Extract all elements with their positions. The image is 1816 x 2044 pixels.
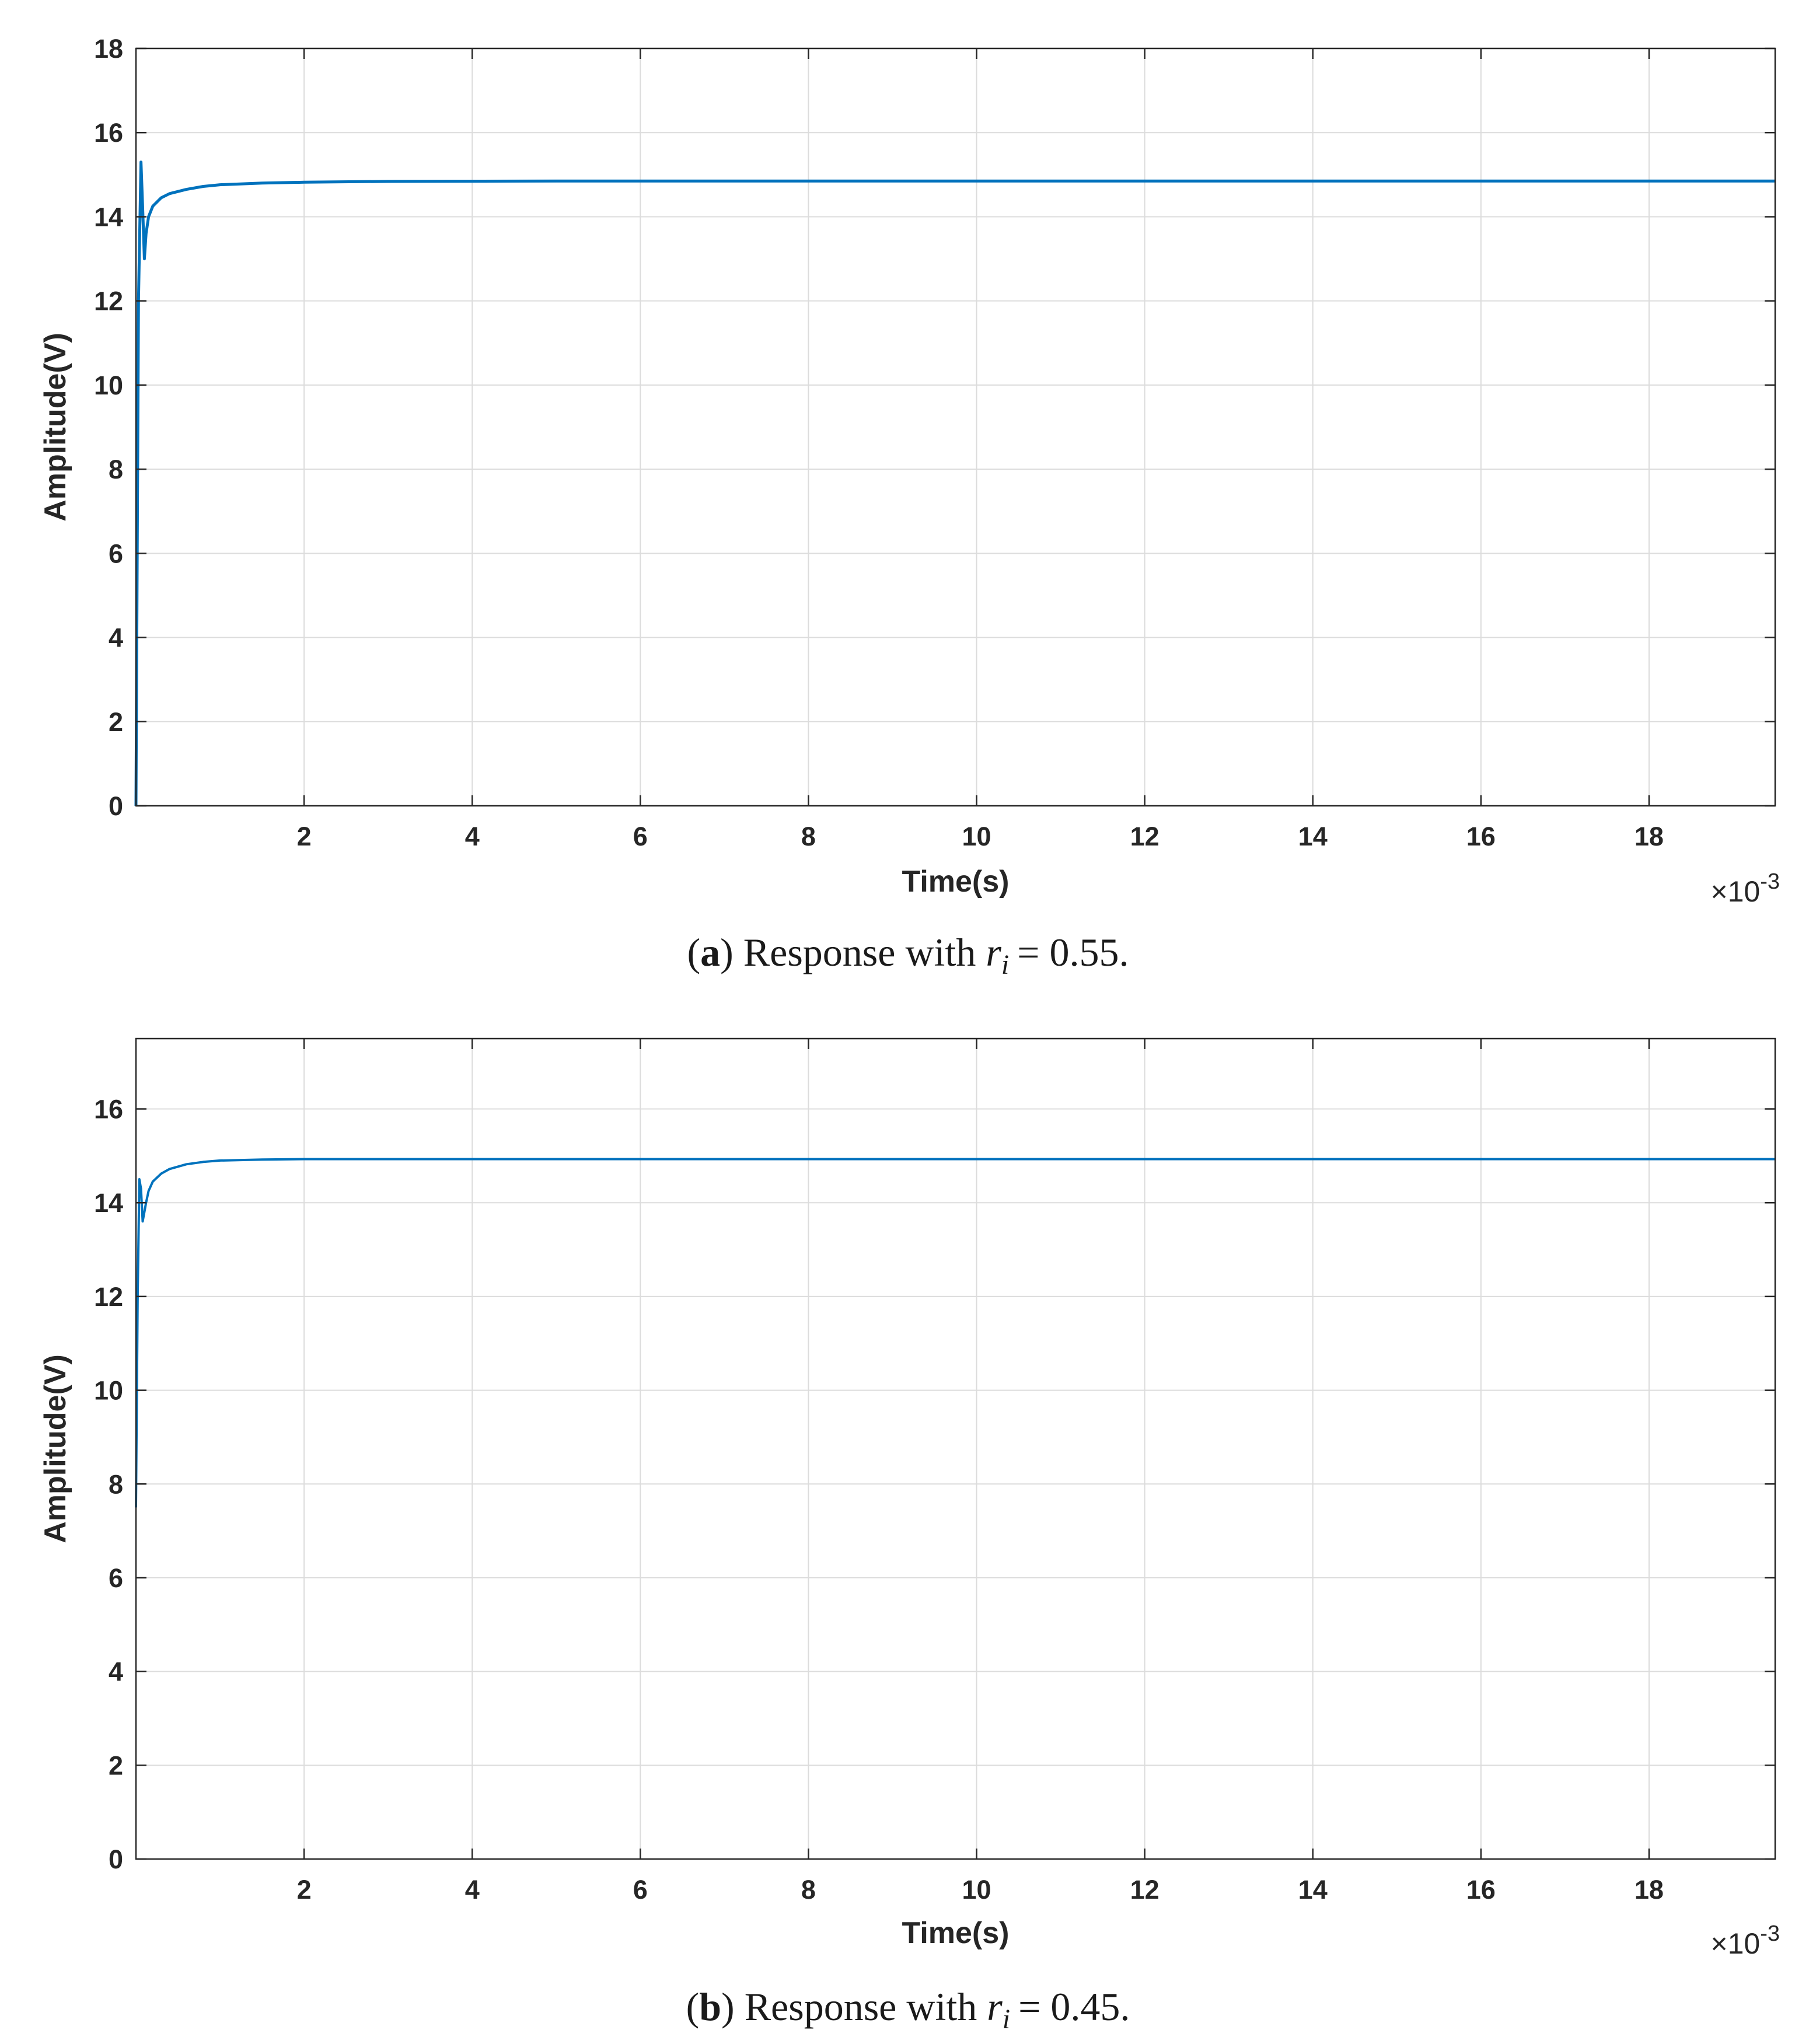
x-tick-label: 8 [801, 1875, 816, 1905]
y-tick-label: 10 [94, 1376, 123, 1406]
caption-letter: b [699, 1984, 721, 2029]
x-tick-label: 12 [1130, 822, 1160, 851]
y-tick-label: 2 [109, 1750, 123, 1780]
x-tick-label: 6 [633, 822, 648, 851]
tick-labels: 2 4 6 8 10 12 14 16 18 0 2 4 6 8 10 12 14 16 18 [94, 34, 1775, 851]
y-tick-label: 18 [94, 34, 123, 64]
y-tick-label: 0 [109, 791, 123, 821]
y-tick-label: 6 [109, 539, 123, 568]
x-tick-label: 12 [1130, 1875, 1160, 1905]
y-tick-label: 12 [94, 1282, 123, 1312]
y-axis-label: Amplitude(V) [39, 333, 72, 522]
series-line [135, 1158, 1775, 1508]
series-line [134, 160, 1775, 806]
tick-labels: 2 4 6 8 10 12 14 16 18 0 2 4 6 8 10 12 14 16 [94, 1039, 1775, 1905]
caption-subscript: i [1001, 949, 1009, 980]
x-tick-label: 18 [1635, 1875, 1664, 1905]
grid-lines [136, 1039, 1775, 1860]
caption-a: (a) Response with ri = 0.55. [687, 930, 1129, 980]
chart-panel-a: 2 4 6 8 10 12 14 16 18 0 2 4 6 8 10 12 14 16 18 Time(s) Am… [39, 34, 1780, 980]
caption-value: = 0.45. [1018, 1984, 1130, 2029]
x-tick-label: 8 [801, 822, 816, 851]
y-tick-label: 4 [109, 623, 123, 653]
x-tick-label: 18 [1635, 822, 1664, 851]
y-tick-label: 2 [109, 707, 123, 737]
caption-value: = 0.55. [1017, 930, 1129, 974]
plot-frame [135, 1037, 1776, 1860]
caption-subscript: i [1003, 2004, 1010, 2035]
y-tick-label: 0 [109, 1844, 123, 1874]
x-exponent-power: -3 [1760, 1921, 1780, 1946]
caption-letter: a [700, 930, 720, 974]
x-exponent-label: ×10-3 [1710, 869, 1780, 908]
grid-lines [136, 48, 1775, 806]
y-tick-label: 16 [94, 1095, 123, 1124]
y-tick-label: 8 [109, 1469, 123, 1499]
x-tick-label: 14 [1298, 1875, 1328, 1905]
y-tick-label: 12 [94, 286, 123, 316]
chart-panel-b: 2 4 6 8 10 12 14 16 18 0 2 4 6 8 10 12 14 16 Time(s) Ampl… [39, 1037, 1780, 2035]
y-axis-label: Amplitude(V) [39, 1354, 72, 1543]
x-exponent-power: -3 [1760, 869, 1780, 894]
caption-variable: r [986, 930, 1001, 974]
x-tick-label: 4 [465, 822, 480, 851]
caption-b: (b) Response with ri = 0.45. [686, 1984, 1130, 2035]
caption-text: Response with [743, 930, 976, 974]
x-tick-label: 2 [297, 822, 312, 851]
y-tick-label: 14 [94, 1188, 123, 1218]
y-tick-label: 16 [94, 118, 123, 148]
caption-variable: r [987, 1984, 1003, 2029]
x-tick-label: 6 [633, 1875, 648, 1905]
x-tick-label: 16 [1466, 822, 1496, 851]
x-tick-label: 16 [1466, 1875, 1496, 1905]
caption-text: Response with [745, 1984, 977, 2029]
x-exponent-base: ×10 [1710, 875, 1760, 908]
x-exponent-base: ×10 [1710, 1927, 1760, 1960]
x-axis-label: Time(s) [902, 865, 1010, 899]
x-tick-label: 2 [297, 1875, 312, 1905]
x-tick-label: 10 [962, 822, 991, 851]
y-tick-label: 8 [109, 455, 123, 484]
x-axis-label: Time(s) [902, 1916, 1010, 1950]
y-tick-label: 6 [109, 1563, 123, 1593]
x-exponent-label: ×10-3 [1710, 1921, 1780, 1960]
x-tick-label: 14 [1298, 822, 1328, 851]
y-tick-label: 10 [94, 371, 123, 400]
x-tick-label: 10 [962, 1875, 991, 1905]
x-tick-label: 4 [465, 1875, 480, 1905]
y-tick-label: 14 [94, 202, 123, 232]
y-tick-label: 4 [109, 1657, 123, 1687]
plot-frame [135, 47, 1776, 807]
